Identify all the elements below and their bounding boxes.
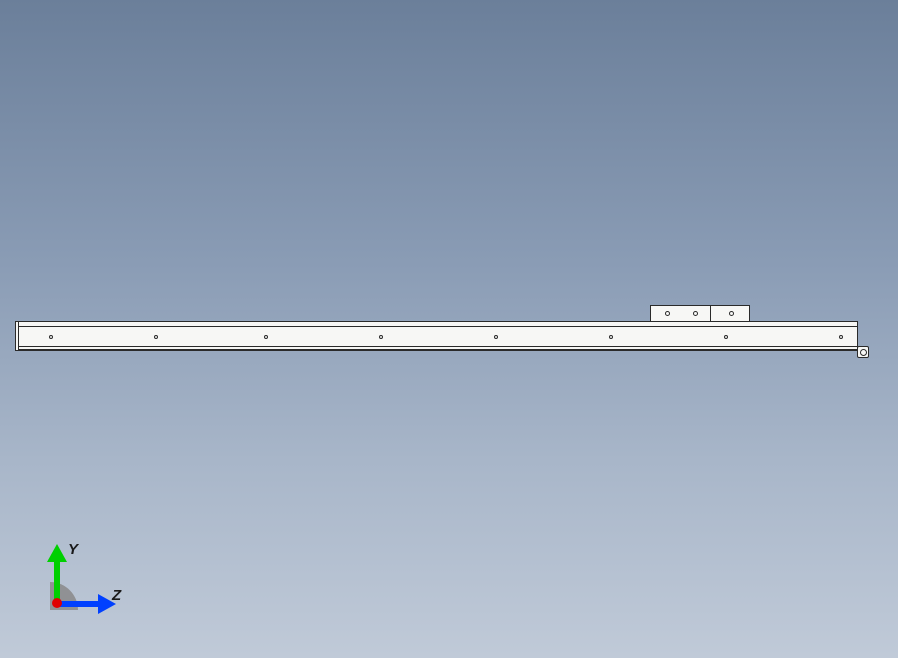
model-linear-rail[interactable] xyxy=(18,305,866,353)
rail-edge-line xyxy=(19,349,857,350)
rail-edge-line xyxy=(19,346,857,347)
axis-y-label: Y xyxy=(68,541,78,558)
carriage-hole xyxy=(693,311,698,316)
rail-mounting-hole xyxy=(264,335,268,339)
rail-mounting-hole xyxy=(154,335,158,339)
carriage-hole xyxy=(665,311,670,316)
view-triad[interactable]: Y Z xyxy=(50,530,130,610)
axis-y-arrow xyxy=(47,544,67,562)
rail-mounting-hole xyxy=(609,335,613,339)
rail-endcap-right xyxy=(857,346,869,358)
rail-mounting-hole xyxy=(49,335,53,339)
rail-mounting-hole xyxy=(379,335,383,339)
carriage-split-line xyxy=(710,306,711,322)
carriage-hole xyxy=(729,311,734,316)
rail-edge-line xyxy=(19,326,857,327)
rail-mounting-hole xyxy=(724,335,728,339)
rail-mounting-hole xyxy=(494,335,498,339)
rail-mounting-hole xyxy=(839,335,843,339)
axis-x[interactable] xyxy=(52,598,62,608)
axis-z-label: Z xyxy=(112,587,121,604)
cad-viewport[interactable]: Y Z xyxy=(0,0,898,658)
axis-z[interactable] xyxy=(56,601,100,607)
rail-body xyxy=(18,321,858,351)
